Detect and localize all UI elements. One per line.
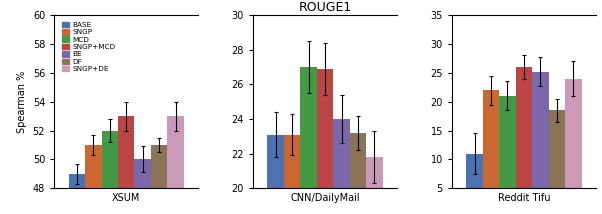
Bar [548,110,565,188]
Bar [366,157,383,188]
Bar [151,145,167,188]
Bar [102,131,118,188]
Bar [69,174,85,188]
Bar [334,119,350,188]
Bar [499,96,516,188]
Bar [284,135,300,188]
Bar [167,116,184,188]
Title: ROUGE1: ROUGE1 [299,1,352,14]
Bar [134,159,151,188]
Bar [267,135,284,188]
Bar [300,67,317,188]
Y-axis label: Spearman %: Spearman % [17,71,27,133]
Bar [516,67,532,188]
Bar [483,90,499,188]
Bar [532,72,548,188]
Bar [350,133,366,188]
Bar [467,154,483,188]
Legend: BASE, SNGP, MCD, SNGP+MCD, BE, DF, SNGP+DE: BASE, SNGP, MCD, SNGP+MCD, BE, DF, SNGP+… [61,20,117,74]
Bar [85,145,102,188]
Bar [317,69,334,188]
Bar [565,79,582,188]
Bar [118,116,134,188]
